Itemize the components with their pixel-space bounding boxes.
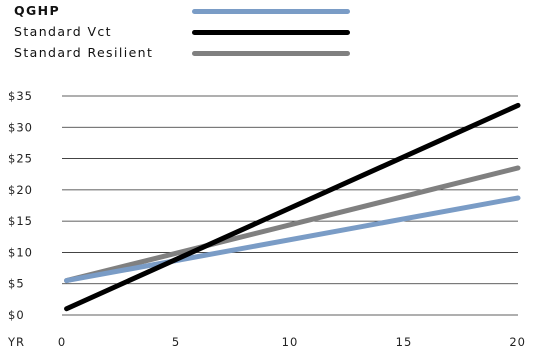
legend-label: QGHP xyxy=(14,3,61,18)
series-line-standard-resilient xyxy=(64,165,521,284)
y-tick-label: $0 xyxy=(8,308,25,322)
y-tick-label: $5 xyxy=(8,277,25,291)
legend-label: Standard Vct xyxy=(14,24,112,39)
x-tick-label: 0 xyxy=(58,335,66,349)
series-lines xyxy=(64,102,521,312)
y-tick-label: $15 xyxy=(8,214,33,228)
series-line-standard-vct xyxy=(64,102,521,312)
x-tick-label: 10 xyxy=(282,335,299,349)
y-tick-label: $30 xyxy=(8,120,33,134)
y-tick-label: $25 xyxy=(8,152,33,166)
gridlines xyxy=(62,95,518,316)
series-line-qghp xyxy=(64,195,521,284)
x-tick-label: 15 xyxy=(396,335,413,349)
y-tick-label: $10 xyxy=(8,245,33,259)
y-tick-label: $35 xyxy=(8,89,33,103)
x-tick-label: 20 xyxy=(509,335,526,349)
y-tick-label: $20 xyxy=(8,183,33,197)
legend-label: Standard Resilient xyxy=(14,45,154,60)
x-tick-label: 5 xyxy=(172,335,180,349)
legend-swatch xyxy=(192,9,350,14)
legend-swatch xyxy=(192,51,350,56)
x-axis-unit-label: YR xyxy=(7,335,25,349)
y-axis-ticks: $0 $5 $10 $15 $20 $25 $30 $35 xyxy=(8,89,33,322)
legend-swatch xyxy=(192,30,350,35)
x-axis-ticks: YR 0 5 10 15 20 xyxy=(7,335,526,349)
